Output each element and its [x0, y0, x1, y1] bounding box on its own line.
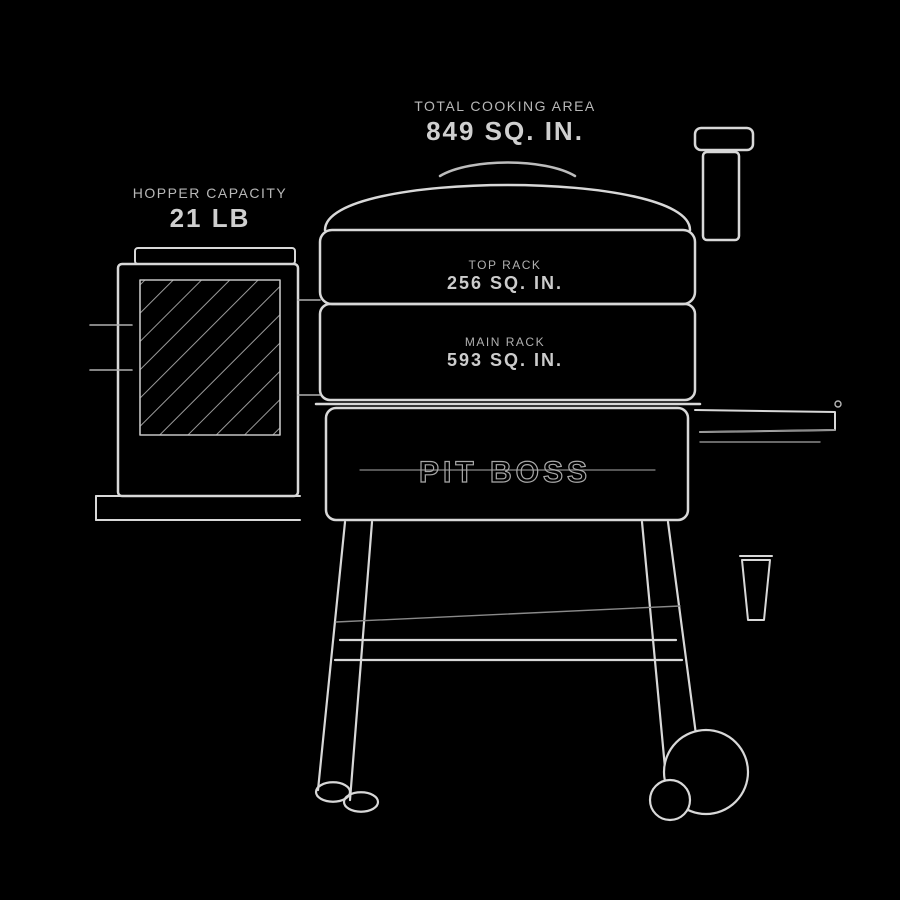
wheels [316, 730, 748, 820]
chimney-icon [695, 128, 753, 240]
grease-bucket [740, 556, 772, 620]
grill-diagram: HOPPER CAPACITY 21 LB TOTAL COOKING AREA… [0, 0, 900, 900]
top-rack-band [320, 230, 695, 304]
lid-handle [440, 163, 575, 177]
brand-logo: PIT BOSS [419, 456, 591, 490]
lid-top [325, 185, 690, 230]
legs [318, 522, 700, 800]
grill-svg [0, 0, 900, 900]
hopper [90, 248, 320, 520]
main-rack-band [320, 304, 695, 400]
side-shelf [695, 401, 841, 442]
